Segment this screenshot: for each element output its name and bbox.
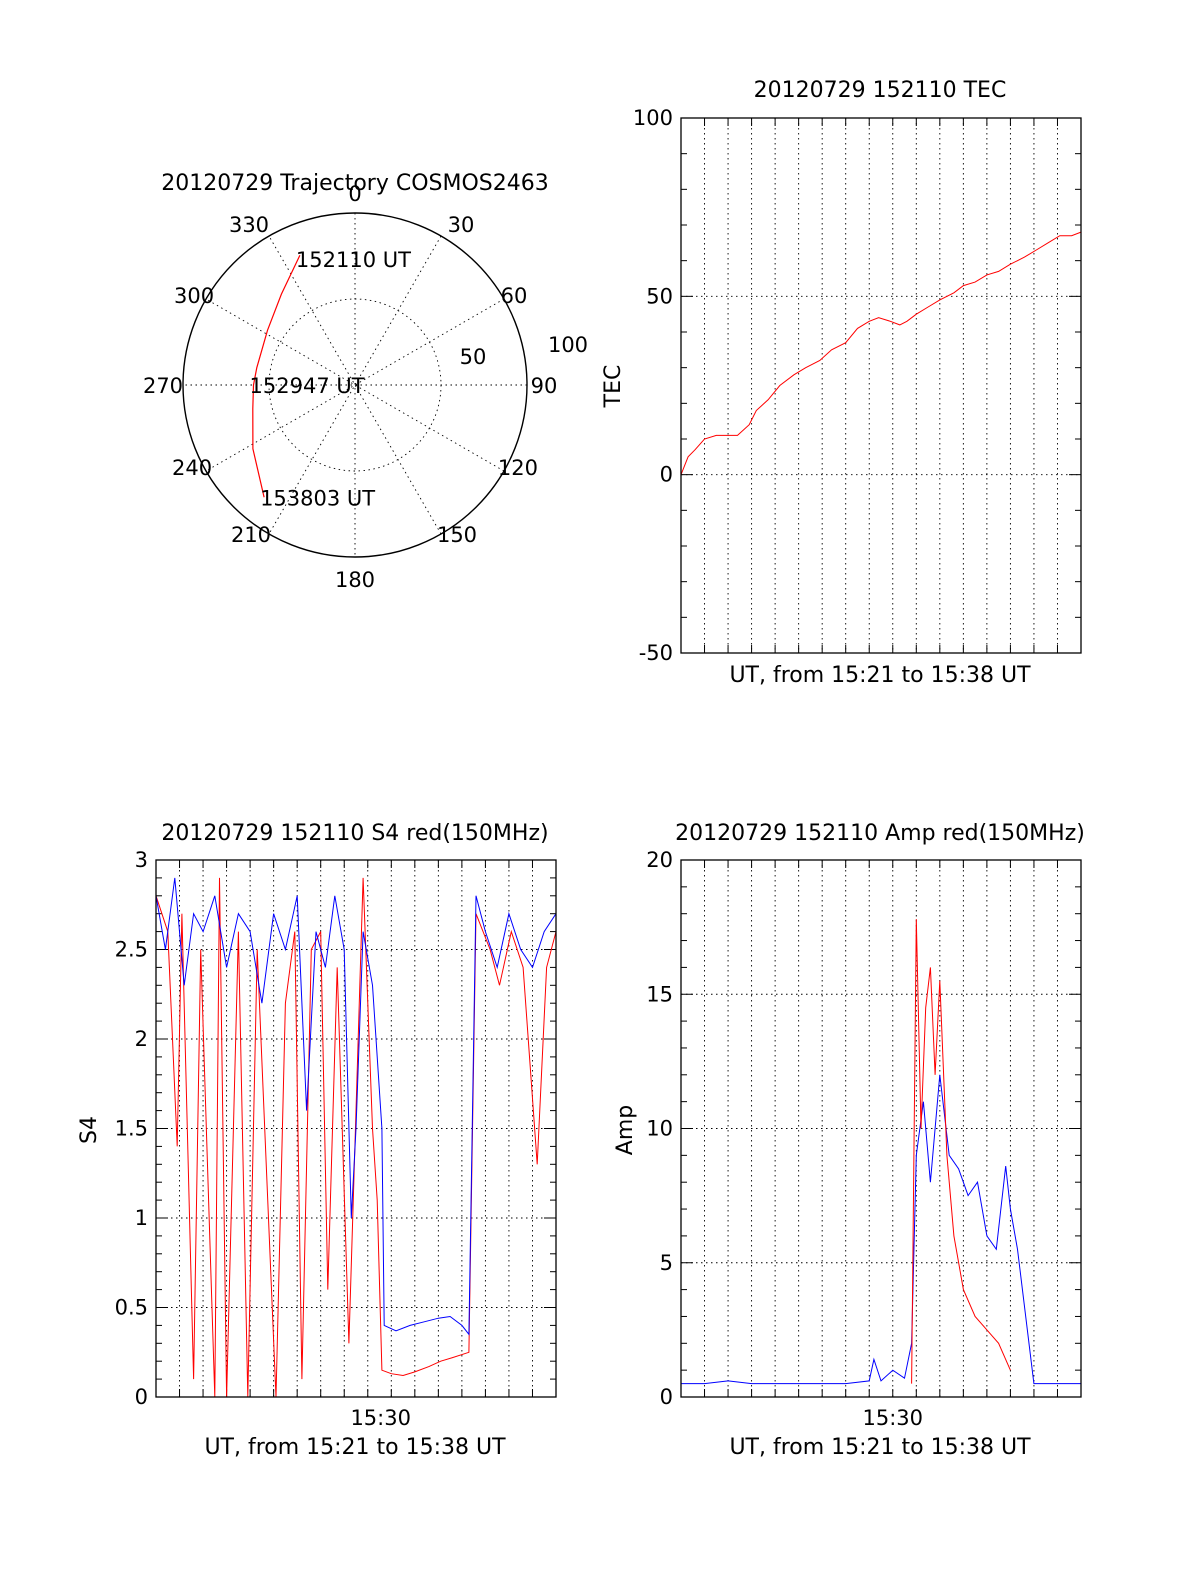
- amp-series-blue: [681, 1074, 1081, 1385]
- amp-y-tick-labels: 20 15 10 5 0: [646, 848, 673, 1409]
- y-tick-label: 50: [646, 284, 673, 308]
- y-tick-label: 1.5: [115, 1117, 148, 1141]
- s4-x-tick-label: 15:30: [350, 1406, 411, 1430]
- y-tick-label: 0.5: [115, 1296, 148, 1320]
- s4-series-blue: [155, 877, 557, 1336]
- amp-frame: [680, 859, 1082, 1398]
- tec-plot: 20120729 152110 TEC 100 50 0 -50 TEC UT, fr…: [601, 78, 1082, 688]
- y-tick-label: 20: [646, 848, 673, 872]
- s4-ylabel: S4: [77, 1116, 102, 1144]
- y-tick-label: 5: [660, 1251, 673, 1275]
- amp-grid: [681, 859, 1081, 1398]
- y-tick-label: 0: [660, 1385, 673, 1409]
- s4-series-red: [155, 877, 557, 1398]
- polar-angle-label: 300: [174, 284, 214, 308]
- s4-xlabel: UT, from 15:21 to 15:38 UT: [204, 1435, 506, 1460]
- s4-y-tick-labels: 3 2.5 2 1.5 1 0.5 0: [115, 848, 148, 1409]
- polar-grid: [182, 212, 528, 558]
- trajectory-annotation: 152947 UT: [250, 374, 365, 398]
- amp-series: [681, 919, 1081, 1385]
- trajectory-polar-plot: 20120729 Trajectory COSMOS2463 0 30 60 90 12…: [143, 171, 588, 592]
- polar-angle-label: 180: [335, 568, 375, 592]
- polar-radial-label-50: 50: [460, 345, 487, 369]
- polar-angle-label: 270: [143, 374, 183, 398]
- y-tick-label: 10: [646, 1117, 673, 1141]
- tec-frame: [680, 117, 1082, 654]
- polar-angle-label: 210: [231, 523, 271, 547]
- y-tick-label: -50: [639, 641, 673, 665]
- trajectory-annotation: 153803 UT: [260, 486, 375, 510]
- y-tick-label: 0: [135, 1385, 148, 1409]
- amp-x-tick-label: 15:30: [862, 1406, 923, 1430]
- tec-xlabel: UT, from 15:21 to 15:38 UT: [729, 663, 1031, 688]
- y-tick-label: 2: [135, 1027, 148, 1051]
- polar-angle-label: 60: [501, 284, 528, 308]
- tec-ylabel: TEC: [601, 365, 626, 409]
- amp-plot: 20120729 152110 Amp red(150MHz) 20 15 10 5 0…: [613, 821, 1085, 1460]
- y-tick-label: 2.5: [115, 938, 148, 962]
- s4-frame: [155, 859, 557, 1398]
- polar-angle-label: 240: [172, 456, 212, 480]
- polar-angle-label: 120: [498, 456, 538, 480]
- polar-angle-label: 0: [348, 182, 361, 206]
- amp-ylabel: Amp: [613, 1105, 638, 1155]
- y-tick-label: 0: [660, 463, 673, 487]
- polar-angle-label: 330: [229, 213, 269, 237]
- polar-angle-label: 90: [531, 374, 558, 398]
- tec-y-tick-labels: 100 50 0 -50: [633, 106, 673, 665]
- polar-angle-label: 30: [448, 213, 475, 237]
- y-tick-label: 1: [135, 1206, 148, 1230]
- trajectory-annotations: 152110 UT 152947 UT 153803 UT: [250, 248, 412, 510]
- amp-xlabel: UT, from 15:21 to 15:38 UT: [729, 1435, 1031, 1460]
- polar-angle-labels: 0 30 60 90 120 150 180 210 240 270 300 330: [143, 182, 557, 592]
- y-tick-label: 15: [646, 982, 673, 1006]
- s4-plot: 20120729 152110 S4 red(150MHz) 3 2.5 2 1.5 1…: [77, 821, 557, 1460]
- amp-series-red: [911, 919, 1011, 1384]
- trajectory-line: [252, 254, 301, 498]
- s4-title: 20120729 152110 S4 red(150MHz): [161, 821, 548, 846]
- tec-series-line: [680, 231, 1082, 475]
- polar-title: 20120729 Trajectory COSMOS2463: [161, 171, 548, 196]
- polar-radial-label-100: 100: [548, 333, 588, 357]
- tec-grid: [681, 117, 1081, 654]
- polar-angle-label: 150: [437, 523, 477, 547]
- s4-series: [155, 877, 557, 1398]
- amp-title: 20120729 152110 Amp red(150MHz): [675, 821, 1085, 846]
- tec-title: 20120729 152110 TEC: [754, 78, 1007, 103]
- trajectory-annotation: 152110 UT: [296, 248, 411, 272]
- y-tick-label: 100: [633, 106, 673, 130]
- y-tick-label: 3: [135, 848, 148, 872]
